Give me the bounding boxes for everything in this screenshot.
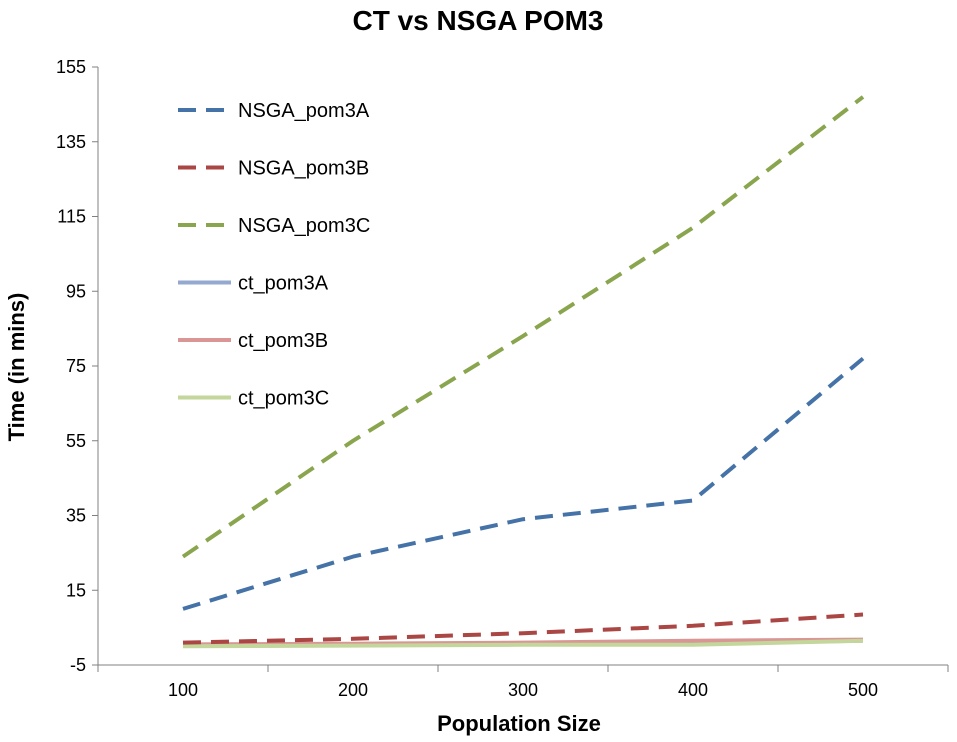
y-tick-label: 115: [57, 207, 86, 227]
y-tick-label: 55: [66, 431, 86, 451]
legend: NSGA_pom3A NSGA_pom3B NSGA_pom3C ct_pom3Act…: [178, 100, 370, 410]
y-tick-label: 15: [66, 580, 86, 600]
y-tick-label: 35: [66, 506, 86, 526]
y-tick-label: 95: [66, 281, 86, 301]
x-tick-label: 500: [848, 680, 878, 700]
x-tick-label: 200: [338, 680, 368, 700]
y-tick-label: 75: [66, 356, 86, 376]
series-line-nsga-pom3b: [182, 612, 864, 645]
legend-label-ct-pom3c: ct_pom3C: [238, 388, 329, 410]
series-lines: [181, 95, 865, 649]
legend-label-ct-pom3a: ct_pom3A: [238, 273, 329, 295]
series-line-nsga-pom3c: [181, 95, 865, 559]
y-tick-label: 155: [56, 57, 86, 77]
axes: -5 15 35 55 75 95 115 135 155 100 200 300 400 500: [56, 57, 949, 700]
y-tick-label: -5: [70, 655, 86, 675]
y-tick-label: 135: [56, 132, 86, 152]
legend-label-nsga-pom3a: NSGA_pom3A: [238, 100, 370, 122]
chart-title: CT vs NSGA POM3: [352, 5, 603, 36]
y-axis-title: Time (in mins): [4, 293, 29, 442]
x-tick-label: 300: [508, 680, 538, 700]
series-line-nsga-pom3a: [182, 356, 865, 611]
x-tick-label: 100: [168, 680, 198, 700]
legend-label-nsga-pom3c: NSGA_pom3C: [238, 215, 370, 237]
legend-label-nsga-pom3b: NSGA_pom3B: [238, 158, 369, 180]
legend-label-ct-pom3b: ct_pom3B: [238, 330, 328, 352]
x-axis-title: Population Size: [437, 711, 601, 736]
x-tick-label: 400: [678, 680, 708, 700]
series-line-ct-pom3c: [182, 638, 864, 649]
